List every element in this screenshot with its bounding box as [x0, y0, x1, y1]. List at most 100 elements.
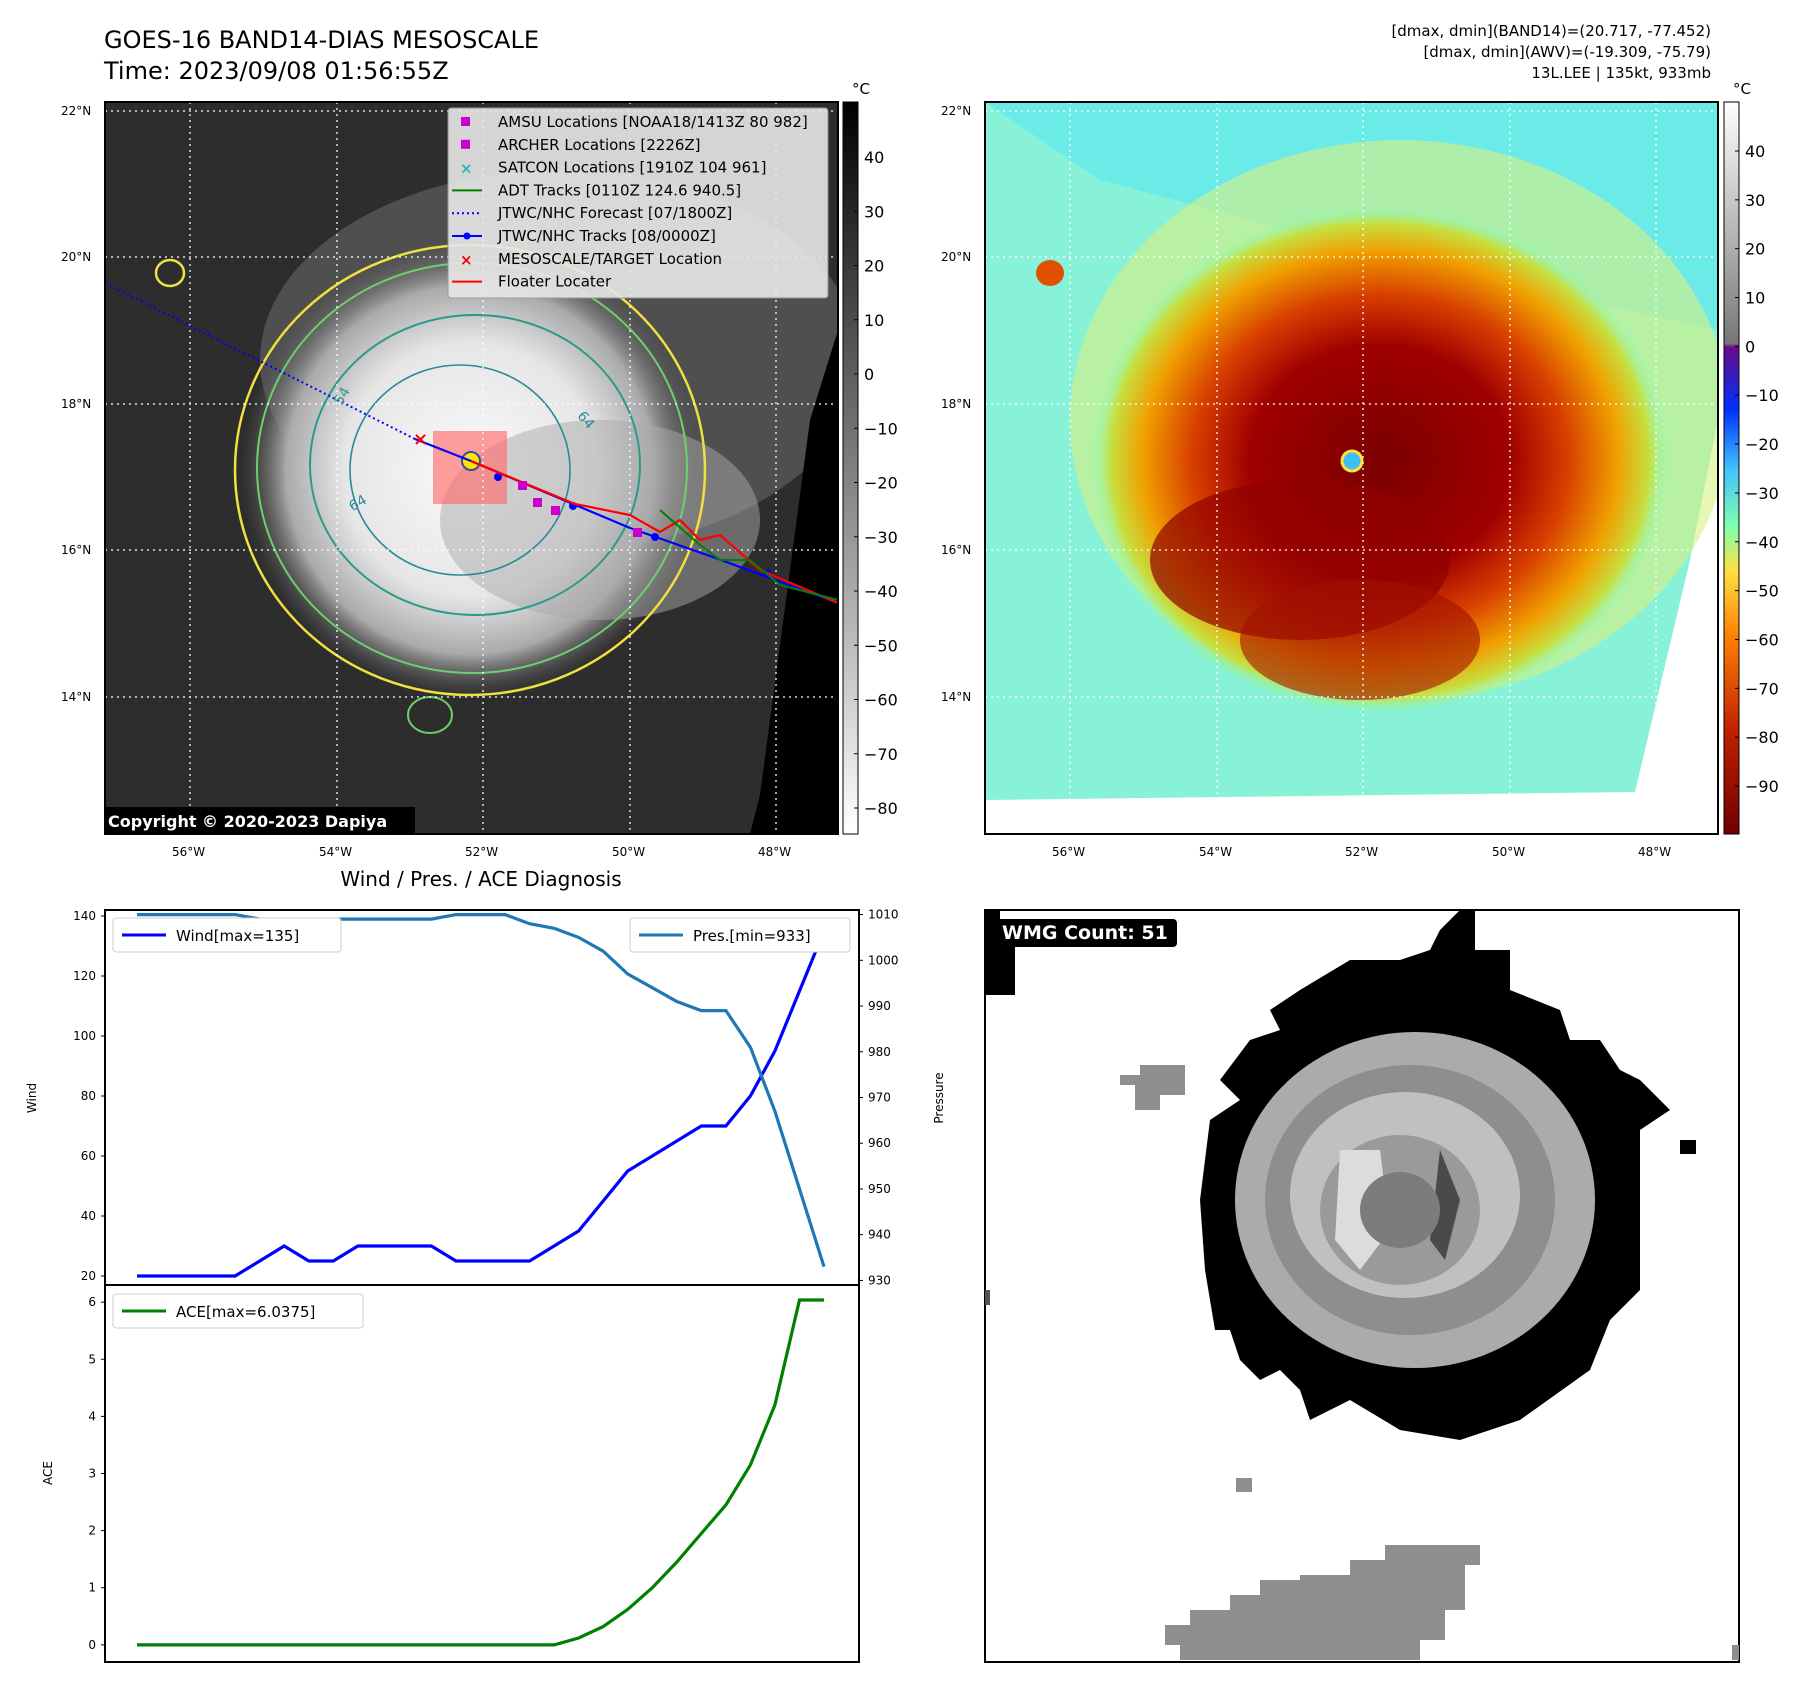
- colorbar-left: °C 40 30 20 10 0 −10 −20 −30 −40 −50 −60 −70 −80: [842, 80, 898, 835]
- legend-label: SATCON Locations [1910Z 104 961]: [498, 159, 766, 177]
- adt-track: [659, 509, 839, 601]
- colorbar-tick-label: 10: [1745, 289, 1765, 308]
- archer-points: [518, 481, 642, 537]
- wind-tick-label: 120: [73, 969, 96, 983]
- legend-item: JTWC/NHC Forecast [07/1800Z]: [452, 204, 732, 222]
- colorbar-tick-label: −10: [864, 419, 898, 438]
- pressure-tick-label: 950: [868, 1182, 891, 1196]
- legend-label: JTWC/NHC Tracks [08/0000Z]: [497, 227, 716, 245]
- ace-tick-label: 1: [88, 1581, 96, 1595]
- wind-tick-label: 80: [81, 1089, 96, 1103]
- lat-tick: 14°N: [941, 690, 971, 704]
- awv-storm-eye: [1340, 449, 1364, 473]
- contour-label: 54: [331, 385, 354, 409]
- colorbar-tick-label: 20: [864, 257, 884, 276]
- figure-time: Time: 2023/09/08 01:56:55Z: [104, 57, 449, 85]
- pressure-tick-label: 940: [868, 1228, 891, 1242]
- colorbar-tick-label: −30: [864, 528, 898, 547]
- lat-tick: 16°N: [941, 543, 971, 557]
- wmg-count-badge: WMG Count: 51: [993, 919, 1177, 947]
- legend-item: AMSU Locations [NOAA18/1413Z 80 982]: [461, 113, 808, 131]
- wind-tick-label: 100: [73, 1029, 96, 1043]
- legend-x-icon: ×: [460, 160, 473, 178]
- colorbar-tick-label: −20: [864, 474, 898, 493]
- colorbar-tick-label: −10: [1745, 386, 1779, 405]
- figure-title: GOES-16 BAND14-DIAS MESOSCALE: [104, 26, 540, 54]
- colorbar-tick-label: 30: [864, 202, 884, 221]
- wmg-panel: [984, 909, 1740, 1663]
- pressure-tick-label: 1000: [868, 953, 899, 967]
- lon-tick: 56°W: [1052, 845, 1085, 859]
- best-track: [414, 437, 839, 605]
- ace-legend-label: ACE[max=6.0375]: [176, 1303, 315, 1321]
- lon-tick: 54°W: [319, 845, 352, 859]
- colorbar-tick-label: −60: [864, 691, 898, 710]
- wind-tick-label: 40: [81, 1209, 96, 1223]
- colorbar-tick-label: 40: [864, 148, 884, 167]
- stats-band14: [dmax, dmin](BAND14)=(20.717, -77.452): [1391, 22, 1711, 40]
- legend-item: ARCHER Locations [2226Z]: [461, 136, 701, 154]
- legend-label: MESOSCALE/TARGET Location: [498, 250, 722, 268]
- lon-tick: 48°W: [1638, 845, 1671, 859]
- pressure-tick-label: 970: [868, 1091, 891, 1105]
- wind-legend: Wind[max=135]: [112, 917, 342, 953]
- copyright-label: Copyright © 2020-2023 Dapiya: [108, 812, 387, 831]
- ace-tick-label: 4: [88, 1409, 96, 1423]
- lon-tick: 52°W: [465, 845, 498, 859]
- contour-label: 64: [346, 492, 370, 515]
- colorbar-tick-label: −50: [864, 636, 898, 655]
- wind-tick-label: 20: [81, 1269, 96, 1283]
- wind-tick-label: 60: [81, 1149, 96, 1163]
- lon-tick: 56°W: [172, 845, 205, 859]
- ace-legend: ACE[max=6.0375]: [112, 1293, 364, 1329]
- pressure-tick-label: 930: [868, 1273, 891, 1287]
- lat-tick: 20°N: [941, 250, 971, 264]
- colorbar-tick-label: −60: [1745, 630, 1779, 649]
- wind-legend-label: Wind[max=135]: [176, 927, 299, 945]
- lon-tick: 50°W: [1492, 845, 1525, 859]
- wind-tick-label: 140: [73, 909, 96, 923]
- lat-tick: 16°N: [61, 543, 91, 557]
- colorbar-tick-label: −80: [1745, 728, 1779, 747]
- legend-label: AMSU Locations [NOAA18/1413Z 80 982]: [498, 113, 808, 131]
- legend-item: JTWC/NHC Tracks [08/0000Z]: [452, 227, 716, 245]
- lon-tick: 54°W: [1199, 845, 1232, 859]
- colorbar-unit: °C: [852, 80, 870, 98]
- colorbar-tick-label: −70: [1745, 679, 1779, 698]
- colorbar-tick-label: −40: [864, 582, 898, 601]
- ace-tick-label: 2: [88, 1524, 96, 1538]
- wind-axis-label: Wind: [25, 1083, 39, 1113]
- lon-tick: 48°W: [758, 845, 791, 859]
- lon-tick: 50°W: [612, 845, 645, 859]
- colorbar-right: °C 40 30 20 10 0 −10 −20 −30 −40 −50 −60 −70 −80 −90: [1723, 80, 1779, 835]
- lat-tick: 14°N: [61, 690, 91, 704]
- legend-label: Floater Locater: [498, 273, 612, 291]
- legend-square-icon: [461, 139, 470, 149]
- legend-square-icon: [461, 117, 470, 126]
- ace-tick-label: 0: [88, 1638, 96, 1652]
- lat-tick: 18°N: [61, 397, 91, 411]
- colorbar-tick-label: −40: [1745, 533, 1779, 552]
- colorbar-tick-label: 10: [864, 311, 884, 330]
- legend-item: × MESOSCALE/TARGET Location: [460, 250, 722, 269]
- pressure-tick-label: 980: [868, 1045, 891, 1059]
- target-marker: ×: [413, 429, 428, 450]
- legend-item: ADT Tracks [0110Z 124.6 940.5]: [452, 181, 741, 199]
- stats-awv: [dmax, dmin](AWV)=(-19.309, -75.79): [1423, 43, 1711, 61]
- ace-axes: [104, 1284, 860, 1663]
- legend-item: × SATCON Locations [1910Z 104 961]: [460, 159, 766, 178]
- chart-title: Wind / Pres. / ACE Diagnosis: [340, 867, 621, 891]
- floater-track: [470, 459, 839, 605]
- colorbar-tick-label: 20: [1745, 240, 1765, 259]
- ace-axis-label: ACE: [41, 1461, 55, 1485]
- colorbar-tick-label: −80: [864, 799, 898, 818]
- legend-x-icon: ×: [460, 251, 473, 269]
- ace-tick-label: 5: [88, 1352, 96, 1366]
- lat-tick: 22°N: [61, 104, 91, 118]
- pressure-legend: Pres.[min=933]: [629, 917, 851, 953]
- legend-item: Floater Locater: [452, 273, 612, 291]
- lat-tick: 20°N: [61, 250, 91, 264]
- diagnosis-chart: Wind / Pres. / ACE Diagnosis Wind Pressu…: [25, 867, 946, 1663]
- ace-series-line: [137, 1298, 824, 1647]
- awv-map-panel: [984, 101, 1719, 835]
